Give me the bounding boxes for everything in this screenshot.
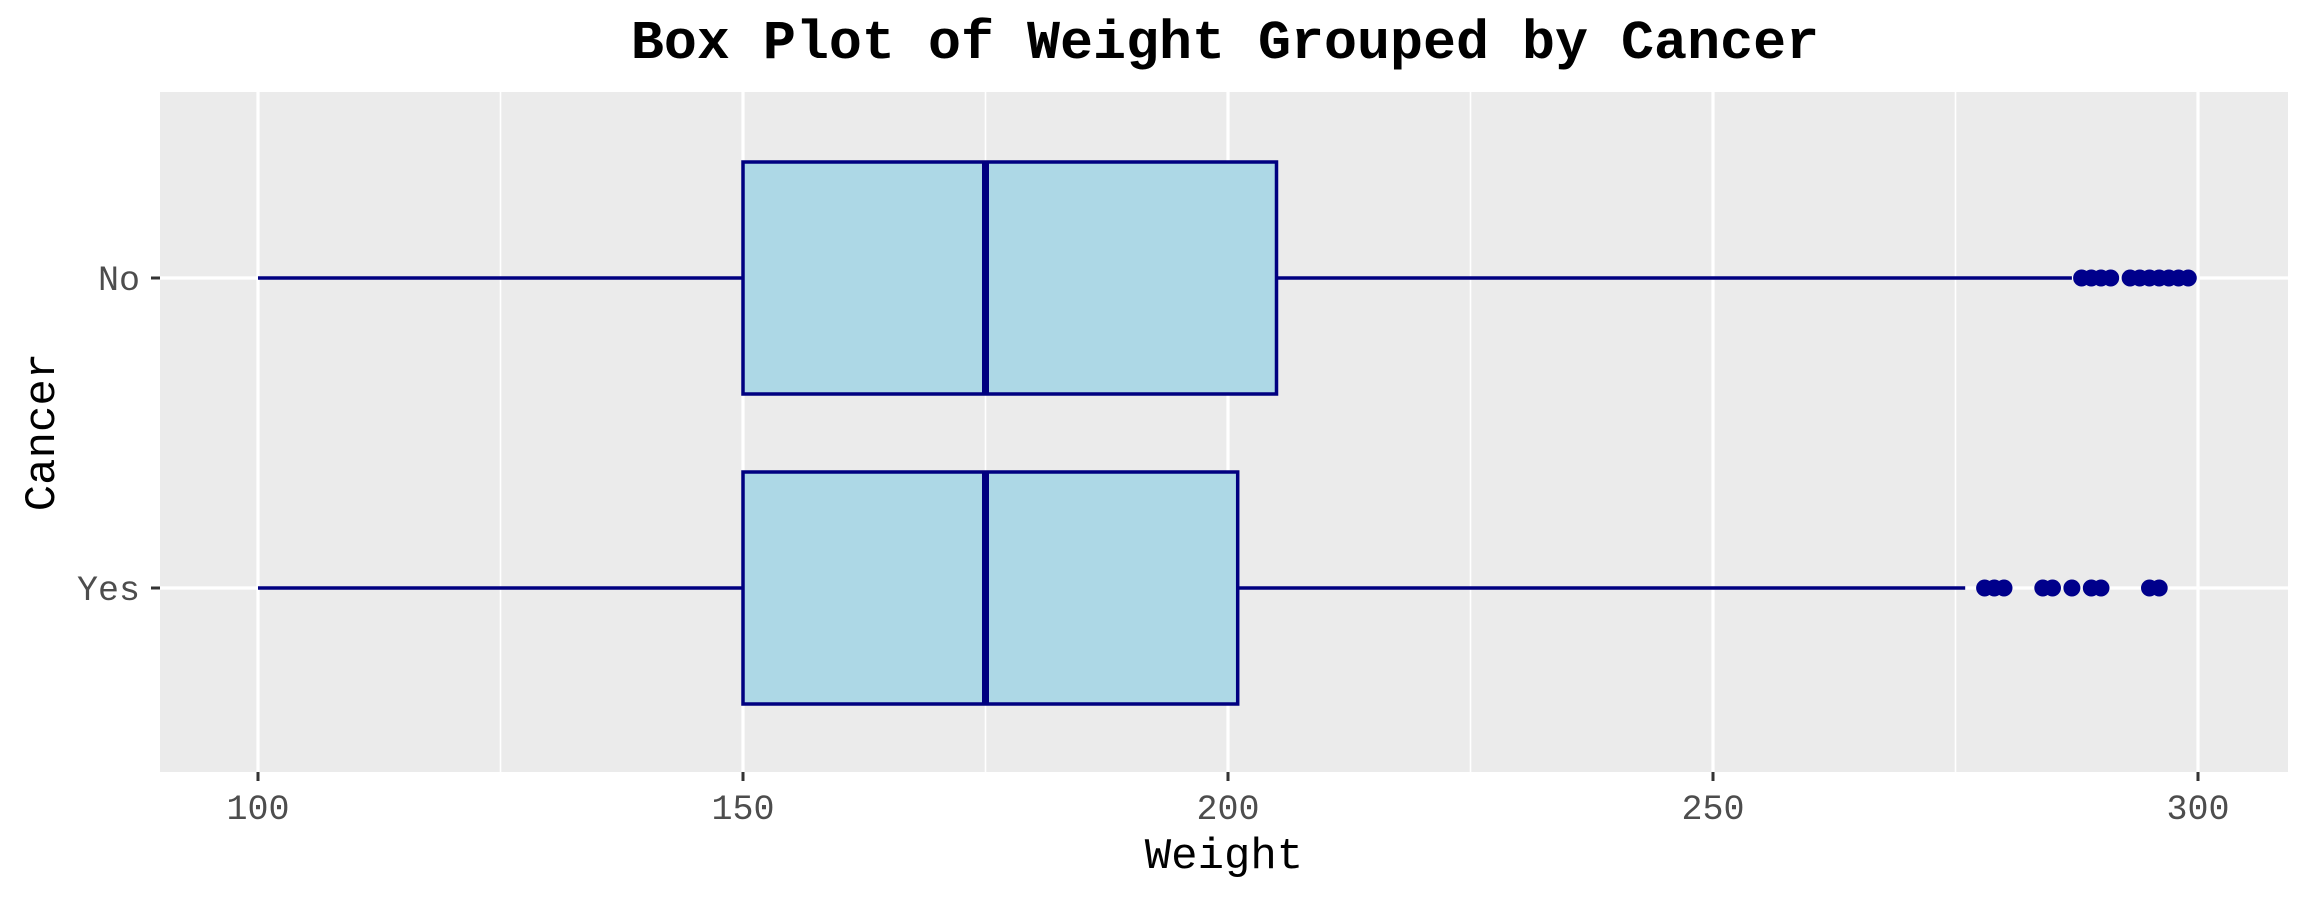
x-tick-label: 150 bbox=[711, 790, 774, 830]
box-layer bbox=[258, 160, 2197, 706]
iqr-box bbox=[741, 160, 1279, 396]
outlier-point bbox=[2150, 579, 2168, 597]
x-tick-label: 250 bbox=[1681, 790, 1744, 830]
outlier-point bbox=[2102, 269, 2120, 287]
chart-title: Box Plot of Weight Grouped by Cancer bbox=[631, 12, 1819, 75]
box-group-no bbox=[258, 160, 2197, 396]
y-tick-label: No bbox=[98, 261, 140, 301]
outlier-point bbox=[2063, 579, 2081, 597]
outlier-point bbox=[2044, 579, 2061, 597]
outlier-point bbox=[2092, 579, 2110, 597]
outlier-point bbox=[2179, 269, 2197, 287]
x-tick-label: 200 bbox=[1196, 790, 1259, 830]
x-tick-label: 300 bbox=[2166, 790, 2229, 830]
iqr-box bbox=[741, 470, 1240, 706]
y-tick-label: Yes bbox=[77, 571, 140, 611]
box-group-yes bbox=[258, 470, 2168, 706]
x-axis-title: Weight bbox=[1145, 832, 1303, 882]
outlier-point bbox=[1995, 579, 2013, 597]
axis-ticks: 100 150 200 250 300 No Yes bbox=[77, 261, 2230, 830]
x-tick-label: 100 bbox=[226, 790, 289, 830]
y-axis-title: Cancer bbox=[18, 353, 68, 511]
